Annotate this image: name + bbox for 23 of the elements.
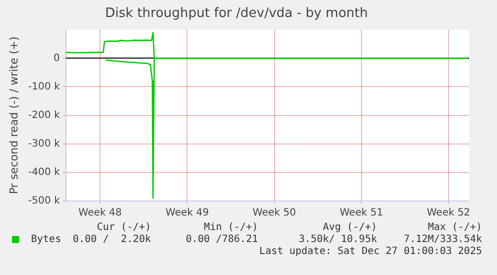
x-tick-label: Week 48 <box>78 208 122 219</box>
text: Min (-/+) <box>204 222 258 233</box>
chart-title: Disk throughput for /dev/vda - by month <box>105 6 368 22</box>
text: Last update: Sat Dec 27 01:00:03 2025 <box>259 246 482 257</box>
y-axis-title: Pr second read (-) / write (+) <box>7 36 20 194</box>
x-tick-label: Week 51 <box>340 208 384 219</box>
text: 0.00 / 2.20k <box>72 234 151 245</box>
text: Cur (-/+) <box>96 222 151 233</box>
text: Avg (-/+) <box>322 222 377 233</box>
y-tick-label: -100 k <box>28 81 60 92</box>
x-tick-label: Week 50 <box>252 208 296 219</box>
text: 3.50k/ 10.95k <box>298 234 377 245</box>
y-tick-label: -500 k <box>28 196 60 207</box>
y-tick-label: -200 k <box>28 110 60 121</box>
text: Max (-/+) <box>428 222 482 233</box>
legend-label: Bytes <box>31 234 62 245</box>
x-tick-label: Week 49 <box>166 208 209 219</box>
x-tick-label: Week 52 <box>426 208 470 219</box>
y-tick-label: 0 <box>53 52 60 64</box>
y-tick-label: -300 k <box>28 138 60 150</box>
text: 0.00 /786.21 <box>186 234 258 245</box>
text: 7.12M/333.54k <box>404 234 482 245</box>
y-tick-label: -400 k <box>28 167 60 178</box>
